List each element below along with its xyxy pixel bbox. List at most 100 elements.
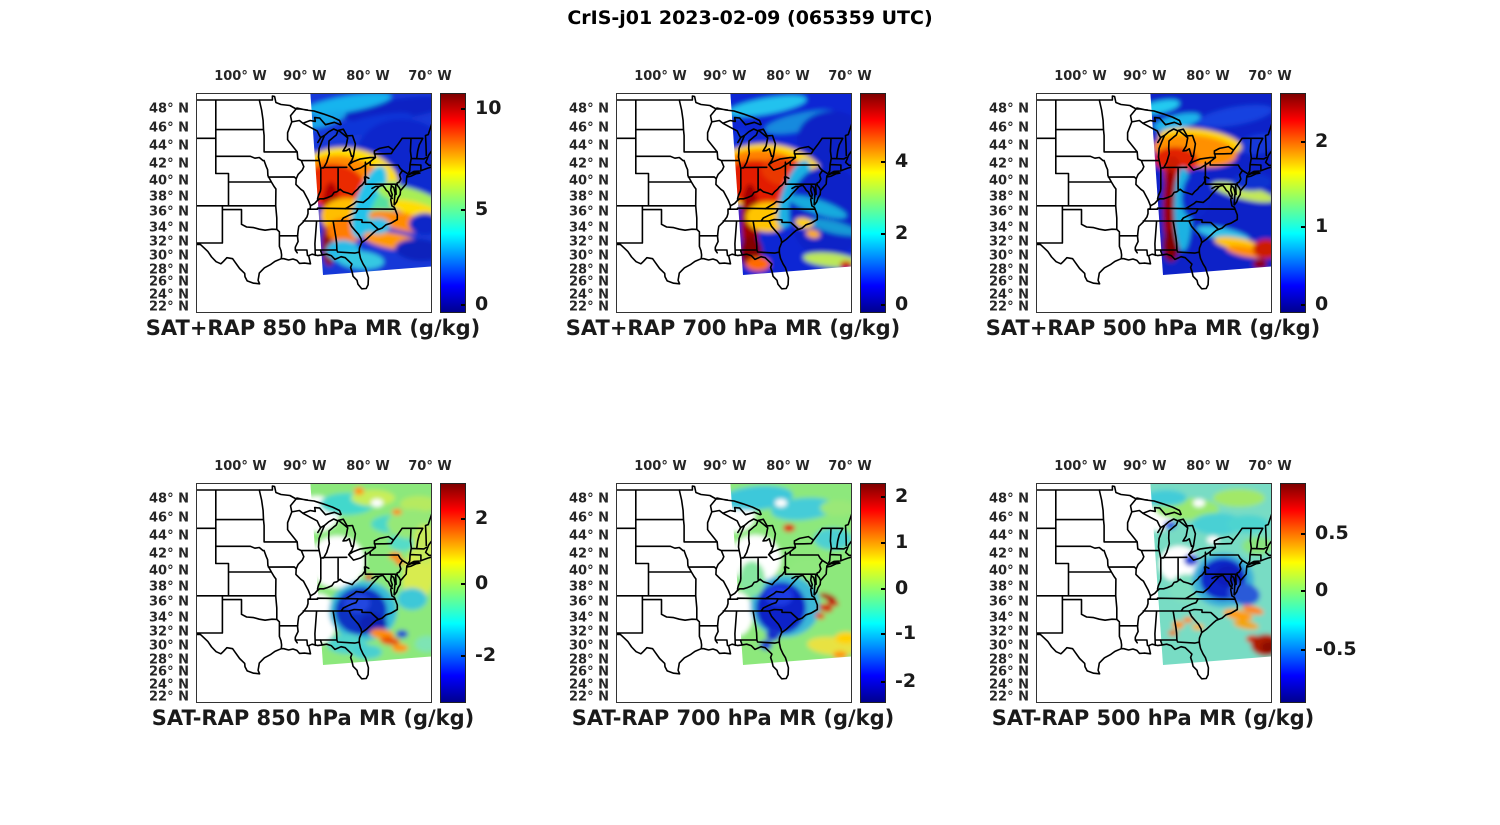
data-blob: [795, 217, 813, 229]
lat-tick-label: 46° N: [989, 120, 1029, 136]
lon-tick-label: 100° W: [1054, 69, 1107, 84]
colorbar-850-diff: [440, 483, 466, 703]
state-boundaries: [1037, 485, 1271, 680]
lat-tick-label: 22° N: [569, 689, 609, 705]
lat-tick-label: 44° N: [569, 528, 609, 544]
colorbar-700-diff: [860, 483, 886, 703]
lat-tick-label: 40° N: [149, 563, 189, 579]
data-blob: [392, 644, 408, 652]
data-blob: [1183, 617, 1193, 623]
panel-sat-plus-rap-500: SAT+RAP 500 hPa MR (g/kg) 100° W 90° W 80°…: [986, 69, 1376, 353]
lat-tick-label: 22° N: [569, 299, 609, 315]
colorbar-gradient: [861, 484, 885, 702]
lat-tick-label: 48° N: [989, 101, 1029, 117]
lat-tick-label: 30° N: [989, 248, 1029, 264]
panel-title: SAT-RAP 700 hPa MR (g/kg): [571, 706, 895, 730]
data-blob: [1168, 630, 1178, 636]
data-blob: [380, 636, 400, 646]
lon-tick-label: 90° W: [1123, 459, 1167, 474]
data-blob: [370, 628, 394, 640]
colorbar-tick-label: 1: [895, 530, 909, 553]
lat-tick-label: 36° N: [149, 594, 189, 610]
colorbar-500-analysis: [1280, 93, 1306, 313]
lat-tick-label: 24° N: [149, 677, 189, 693]
lon-tick-label: 80° W: [766, 69, 810, 84]
lon-tick-label: 70° W: [828, 459, 872, 474]
lat-tick-label: 34° N: [989, 610, 1029, 625]
lat-tick-label: 44° N: [569, 138, 609, 154]
lat-tick-label: 42° N: [149, 546, 189, 562]
figure-title: CrIS-j01 2023-02-09 (065359 UTC): [567, 7, 933, 29]
lon-tick-label: 100° W: [634, 69, 687, 84]
colorbar-tickmark: [881, 496, 885, 499]
data-blob: [806, 229, 820, 239]
data-blob: [1211, 181, 1271, 203]
data-blob: [835, 632, 851, 644]
data-blob: [827, 599, 839, 607]
lat-tick-label: 28° N: [989, 262, 1029, 278]
panel-title: SAT+RAP 700 hPa MR (g/kg): [565, 316, 901, 340]
data-blob: [833, 651, 847, 659]
lat-tick-label: 42° N: [149, 156, 189, 172]
lon-tick-label: 70° W: [1248, 69, 1292, 84]
panel-title: SAT-RAP 500 hPa MR (g/kg): [991, 706, 1315, 730]
lat-tick-label: 26° N: [569, 274, 609, 290]
map-svg: [197, 484, 431, 680]
lon-tick-label: 100° W: [214, 69, 267, 84]
data-blob: [366, 218, 390, 234]
colorbar-tick-label: -0.5: [1315, 637, 1357, 660]
data-blob: [1242, 605, 1264, 615]
colorbar-tickmark: [881, 587, 885, 590]
colorbar-tick-label: 1: [1315, 214, 1329, 237]
lat-tick-label: 36° N: [569, 594, 609, 610]
lat-tick-label: 30° N: [569, 638, 609, 654]
data-blob: [1150, 490, 1187, 506]
data-blob: [1253, 259, 1267, 269]
data-blob: [310, 94, 392, 116]
colorbar-tickmark: [1301, 225, 1305, 228]
lat-tick-label: 48° N: [569, 491, 609, 507]
lat-tick-label: 42° N: [569, 156, 609, 172]
panel-title: SAT+RAP 500 hPa MR (g/kg): [985, 316, 1321, 340]
map-svg: [197, 94, 431, 290]
lat-tick-label: 44° N: [989, 138, 1029, 154]
colorbar-tick-label: 0: [895, 576, 909, 599]
map-svg: [1037, 94, 1271, 290]
data-blob: [1207, 536, 1219, 544]
lat-tick-label: 30° N: [989, 638, 1029, 654]
data-blob: [342, 96, 431, 122]
colorbar-gradient: [1281, 484, 1305, 702]
lat-tick-label: 26° N: [569, 664, 609, 680]
lat-tick-label: 40° N: [149, 173, 189, 189]
data-blob: [376, 184, 431, 210]
lat-tick-label: 38° N: [569, 579, 609, 595]
lat-tick-label: 48° N: [149, 491, 189, 507]
data-blob: [400, 496, 431, 512]
data-blob: [1172, 621, 1184, 629]
colorbar-tickmark: [461, 304, 465, 307]
colorbar-tick-label: 0: [475, 572, 489, 595]
data-blob: [392, 509, 402, 515]
colorbar-tick-label: 10: [475, 97, 502, 120]
data-blob: [397, 588, 427, 610]
data-blob: [789, 195, 847, 219]
colorbar-700-analysis: [860, 93, 886, 313]
lon-tick-label: 80° W: [346, 459, 390, 474]
colorbar-tickmark: [881, 633, 885, 636]
lat-tick-label: 40° N: [989, 563, 1029, 579]
lat-tick-label: 28° N: [989, 652, 1029, 668]
data-blob: [395, 238, 431, 262]
map-canvas-500-diff: [1036, 483, 1272, 703]
state-boundaries: [617, 485, 851, 680]
lat-tick-label: 32° N: [989, 234, 1029, 250]
colorbar-tick-label: 5: [475, 197, 489, 220]
colorbar-tick-label: 4: [895, 149, 909, 172]
lon-tick-label: 90° W: [703, 69, 747, 84]
data-blob: [815, 612, 825, 620]
data-blob: [336, 250, 384, 270]
lat-tick-label: 42° N: [989, 546, 1029, 562]
lat-tick-label: 32° N: [569, 234, 609, 250]
data-blob: [819, 592, 837, 602]
data-blob: [1227, 515, 1269, 533]
lat-tick-label: 30° N: [149, 248, 189, 264]
